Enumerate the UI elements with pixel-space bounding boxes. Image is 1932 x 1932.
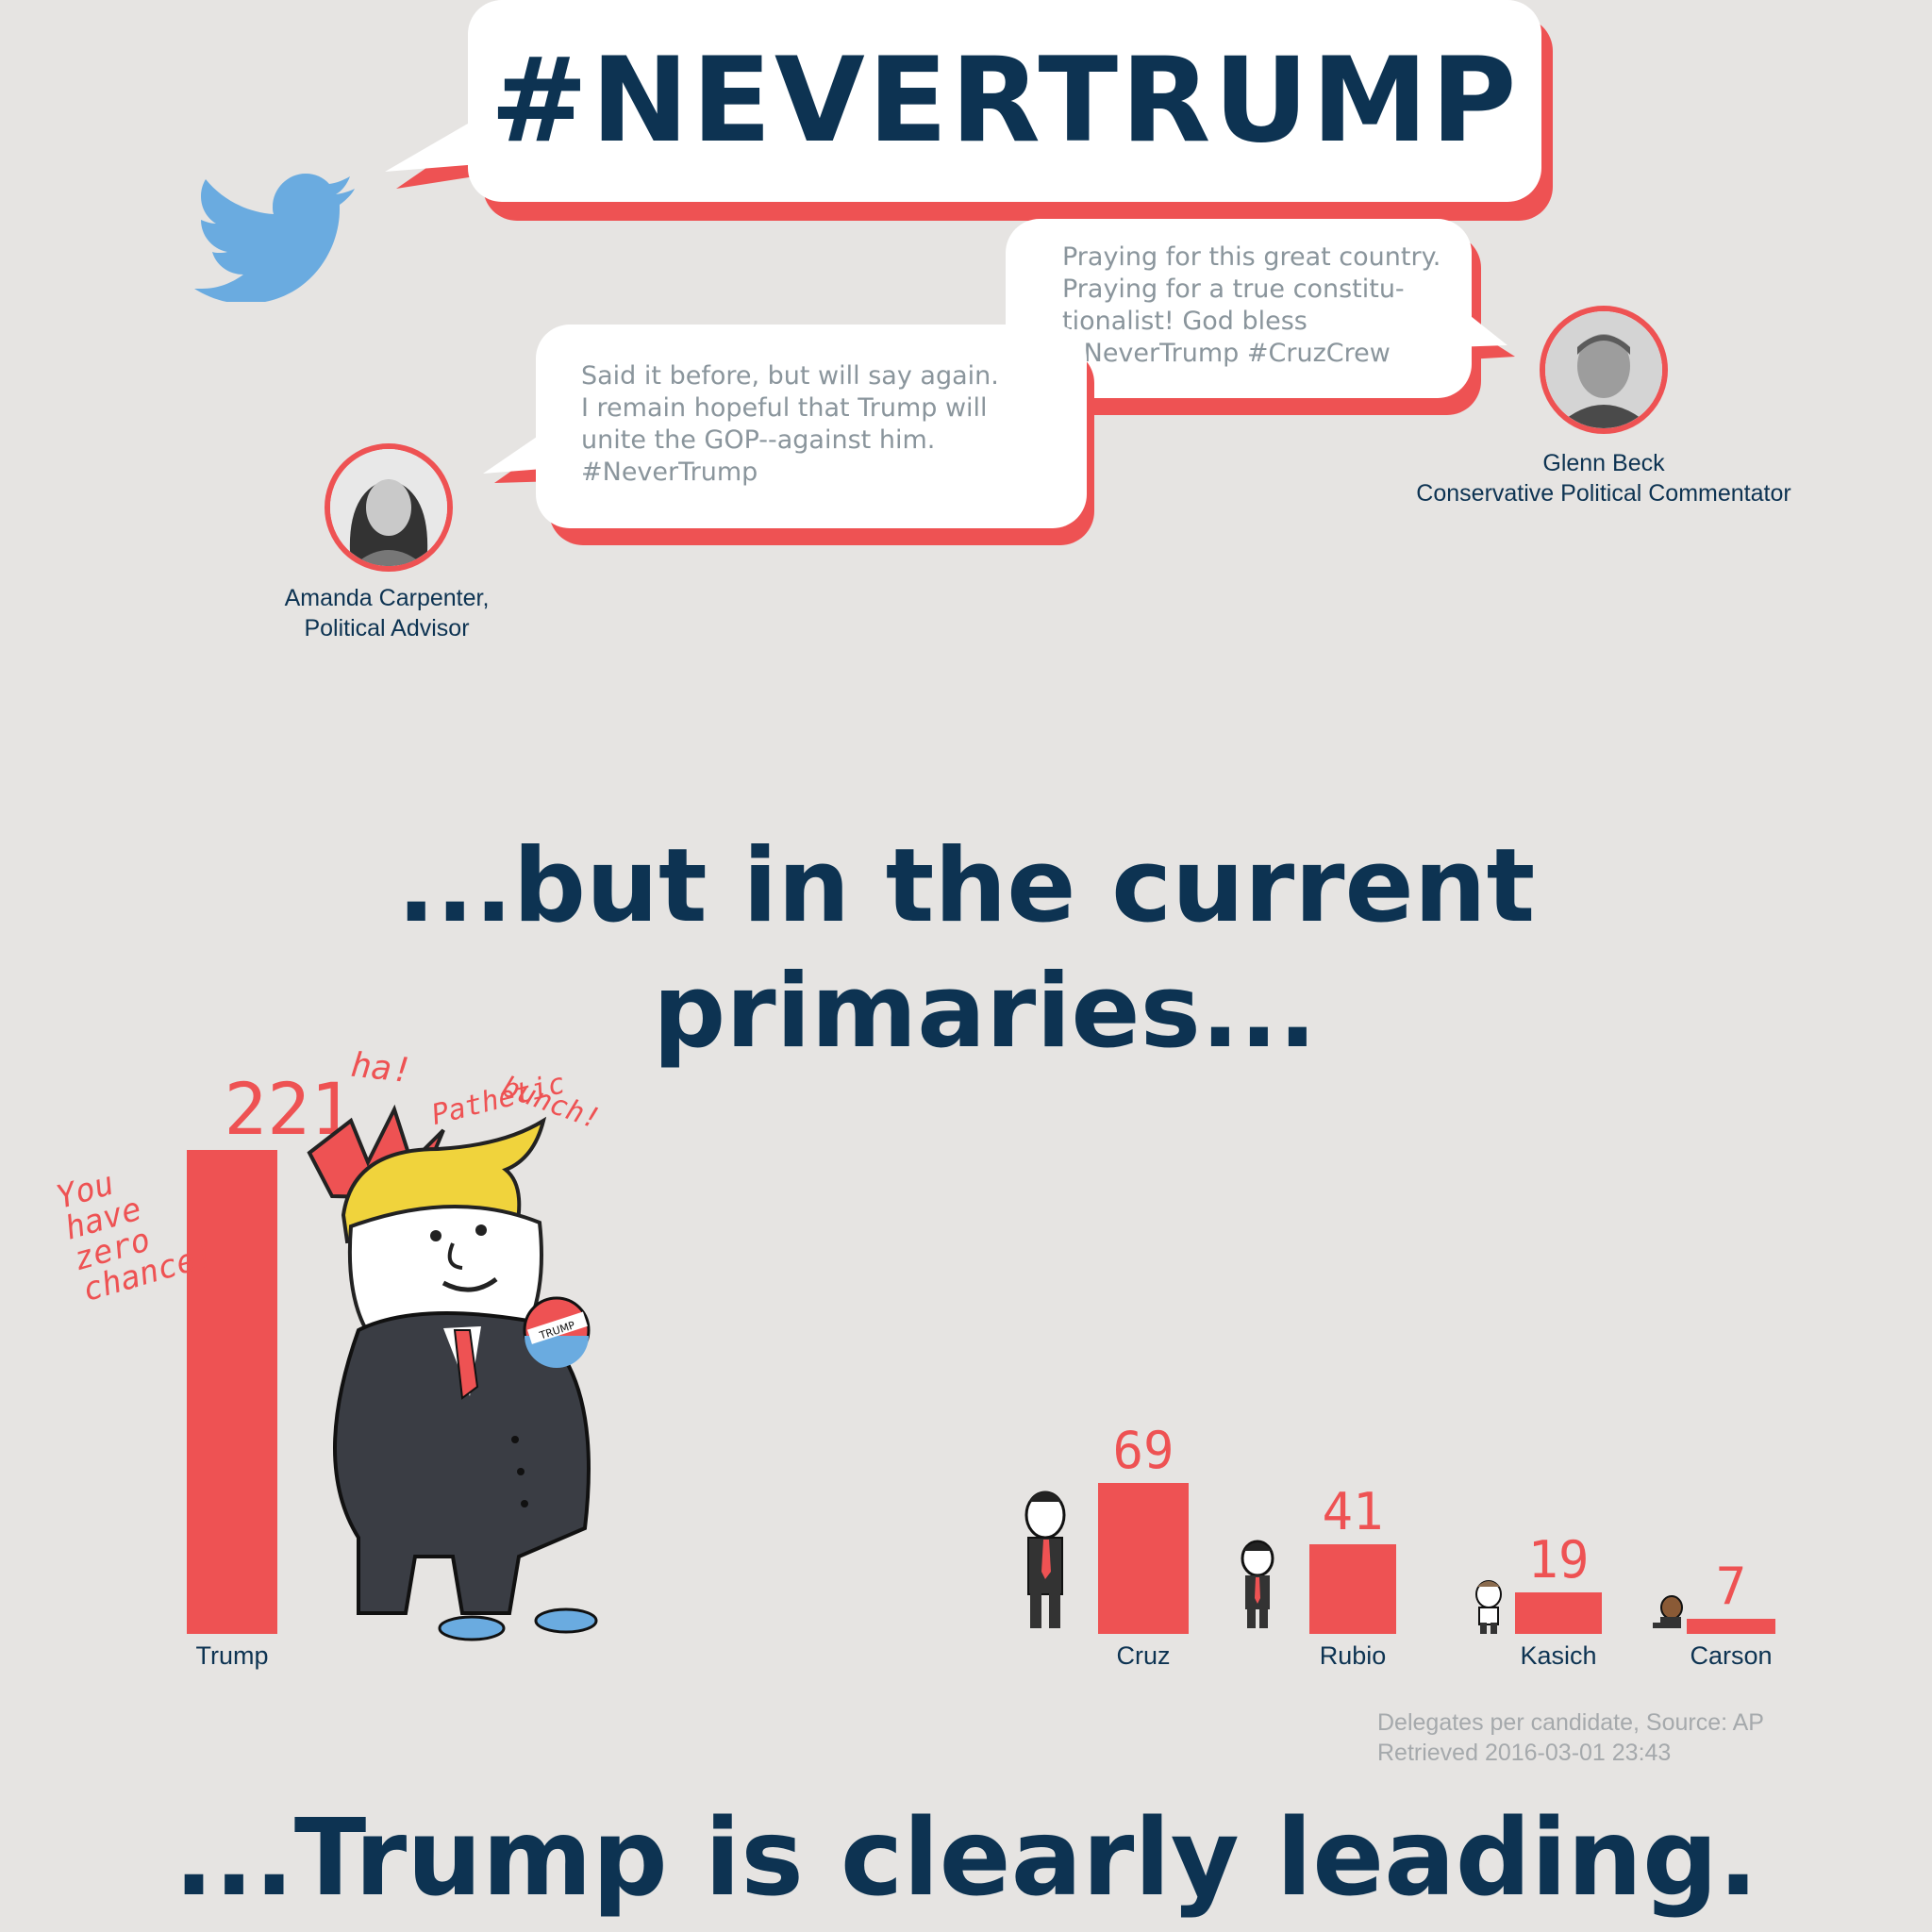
trump-cartoon-illustration: TRUMP — [307, 1104, 598, 1641]
author-glenn-line2: Conservative Political Commentator — [1416, 480, 1791, 507]
headline-primaries-line2: primaries... — [653, 953, 1317, 1071]
value-label-rubio: 41 — [1322, 1481, 1384, 1541]
category-label-rubio: Rubio — [1319, 1641, 1387, 1670]
tweet-text-glenn: Praying for this great country. Praying … — [1062, 242, 1441, 368]
author-glenn-line1: Glenn Beck — [1542, 450, 1665, 476]
bar-carson — [1687, 1618, 1775, 1634]
bar-rubio — [1309, 1543, 1396, 1634]
chart-source-line1: Delegates per candidate, Source: AP — [1377, 1709, 1764, 1736]
annotation-ha: ha! — [349, 1045, 414, 1091]
hashtag-title: #NEVERTRUMP — [490, 33, 1520, 169]
chart-source-line2: Retrieved 2016-03-01 23:43 — [1377, 1740, 1672, 1766]
kasich-figure-illustration — [1475, 1580, 1502, 1634]
cruz-figure-illustration — [1024, 1491, 1066, 1628]
category-label-trump: Trump — [195, 1641, 269, 1670]
author-amanda-line2: Political Advisor — [304, 615, 470, 641]
chart-source-note: Delegates per candidate, Source: AP Retr… — [1377, 1707, 1764, 1768]
hashtag-bubble: #NEVERTRUMP — [468, 0, 1541, 202]
twitter-bird-icon — [194, 174, 355, 302]
annotation-zero-chance: You have zero chance! — [52, 1164, 220, 1309]
author-name-glenn: Glenn Beck Conservative Political Commen… — [1358, 448, 1849, 508]
tweet-text-amanda: Said it before, but will say again. I re… — [581, 361, 999, 487]
bar-kasich — [1515, 1591, 1602, 1634]
carson-figure-illustration — [1653, 1595, 1683, 1628]
category-label-cruz: Cruz — [1116, 1641, 1171, 1670]
author-name-amanda: Amanda Carpenter, Political Advisor — [236, 583, 538, 643]
rubio-figure-illustration — [1241, 1540, 1274, 1628]
value-label-cruz: 69 — [1112, 1420, 1174, 1480]
avatar-glenn-beck — [1540, 306, 1668, 434]
avatar-amanda-carpenter — [325, 443, 453, 572]
tweet-bubble-amanda: Said it before, but will say again. I re… — [536, 325, 1087, 528]
category-label-kasich: Kasich — [1520, 1641, 1597, 1670]
author-amanda-line1: Amanda Carpenter, — [284, 585, 490, 611]
headline-primaries-line1: ...but in the current — [396, 827, 1536, 945]
bar-cruz — [1098, 1482, 1189, 1634]
hashtag-bubble-tail — [385, 117, 481, 189]
headline-trump-leading: ...Trump is clearly leading. — [174, 1797, 1758, 1920]
category-label-carson: Carson — [1690, 1641, 1773, 1670]
